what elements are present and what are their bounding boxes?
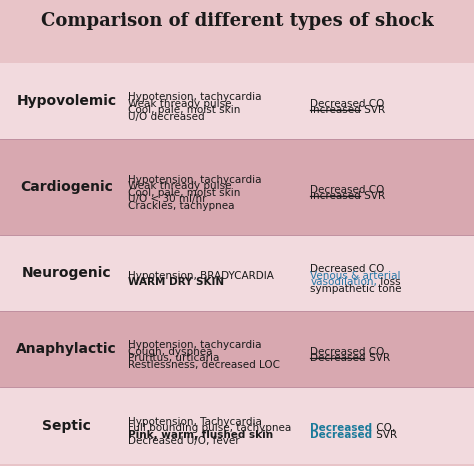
Text: CO,: CO, xyxy=(373,423,395,433)
Text: Cool, pale, moist skin: Cool, pale, moist skin xyxy=(128,105,240,115)
Text: U/O < 30 ml/hr: U/O < 30 ml/hr xyxy=(128,194,207,205)
Text: U/O decreased: U/O decreased xyxy=(128,112,205,122)
Text: Hypotension, tachycardia: Hypotension, tachycardia xyxy=(128,340,262,350)
Text: Decreased: Decreased xyxy=(310,423,373,433)
Text: Pruritus, urticaria: Pruritus, urticaria xyxy=(128,353,219,363)
Text: Decreased CO: Decreased CO xyxy=(310,185,385,195)
Bar xyxy=(0,235,474,311)
Text: Cardiogenic: Cardiogenic xyxy=(20,180,113,194)
Text: Anaphylactic: Anaphylactic xyxy=(16,342,117,356)
Text: Decreased: Decreased xyxy=(310,353,366,363)
Text: Decreased CO: Decreased CO xyxy=(310,347,385,357)
Text: SVR: SVR xyxy=(373,430,397,440)
Text: Comparison of different types of shock: Comparison of different types of shock xyxy=(41,12,433,30)
Text: sympathetic tone: sympathetic tone xyxy=(310,283,402,294)
Text: Neurogenic: Neurogenic xyxy=(21,266,111,280)
Text: Septic: Septic xyxy=(42,418,91,432)
Text: Weak thready pulse: Weak thready pulse xyxy=(128,181,231,192)
Text: Hypotension, tachycardia: Hypotension, tachycardia xyxy=(128,92,262,102)
Text: Decreased CO: Decreased CO xyxy=(310,264,385,274)
Text: SVR: SVR xyxy=(361,191,385,201)
Text: Weak thready pulse: Weak thready pulse xyxy=(128,99,231,109)
Text: WARM DRY SKIN: WARM DRY SKIN xyxy=(128,277,224,287)
Text: Pink, warm, flushed skin: Pink, warm, flushed skin xyxy=(128,430,273,440)
Text: Decreased U/O, fever: Decreased U/O, fever xyxy=(128,436,239,446)
Bar xyxy=(242,192,327,274)
Text: Venous & arterial: Venous & arterial xyxy=(310,270,401,281)
Text: Cool, pale, moist skin: Cool, pale, moist skin xyxy=(128,188,240,198)
Text: SVR: SVR xyxy=(366,353,390,363)
Text: Full bounding pulse, tachypnea: Full bounding pulse, tachypnea xyxy=(128,423,291,433)
Text: Restlessness, decreased LOC: Restlessness, decreased LOC xyxy=(128,360,280,370)
Bar xyxy=(0,387,474,464)
Text: Hypotension, BRADYCARDIA: Hypotension, BRADYCARDIA xyxy=(128,270,274,281)
Text: vasodilation,: vasodilation, xyxy=(310,277,377,287)
Text: Decreased CO: Decreased CO xyxy=(310,99,385,109)
Bar xyxy=(268,126,301,340)
Text: Hypotension, tachycardia: Hypotension, tachycardia xyxy=(128,175,262,185)
Text: Crackles, tachypnea: Crackles, tachypnea xyxy=(128,201,235,211)
Text: Increased: Increased xyxy=(310,105,361,115)
Bar xyxy=(0,139,474,235)
Text: Increased: Increased xyxy=(310,191,361,201)
Text: Hypovolemic: Hypovolemic xyxy=(16,94,117,108)
Bar xyxy=(0,311,474,387)
Text: loss: loss xyxy=(377,277,401,287)
Text: SVR: SVR xyxy=(361,105,385,115)
Text: Hypotension, Tachycardia: Hypotension, Tachycardia xyxy=(128,417,262,427)
Text: Decreased: Decreased xyxy=(310,430,373,440)
Text: Cough, dyspnea: Cough, dyspnea xyxy=(128,347,212,357)
Bar xyxy=(0,63,474,139)
